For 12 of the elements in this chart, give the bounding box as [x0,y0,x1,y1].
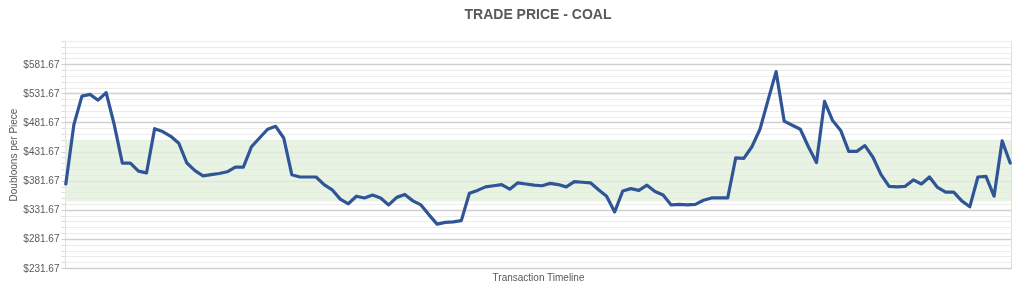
y-axis-title: Doubloons per Piece [8,108,20,202]
y-tick-label: $331.67 [23,204,60,216]
y-tick-label: $481.67 [23,116,60,128]
chart-title: TRADE PRICE - COAL [464,6,612,22]
y-tick-label: $531.67 [23,87,60,99]
y-tick-label: $231.67 [23,262,60,274]
y-tick-label: $581.67 [23,58,60,70]
y-tick-label: $281.67 [23,233,60,245]
x-axis-title: Transaction Timeline [492,271,585,283]
y-tick-label: $381.67 [23,175,60,187]
y-tick-label: $431.67 [23,146,60,158]
line-series [64,70,1012,226]
